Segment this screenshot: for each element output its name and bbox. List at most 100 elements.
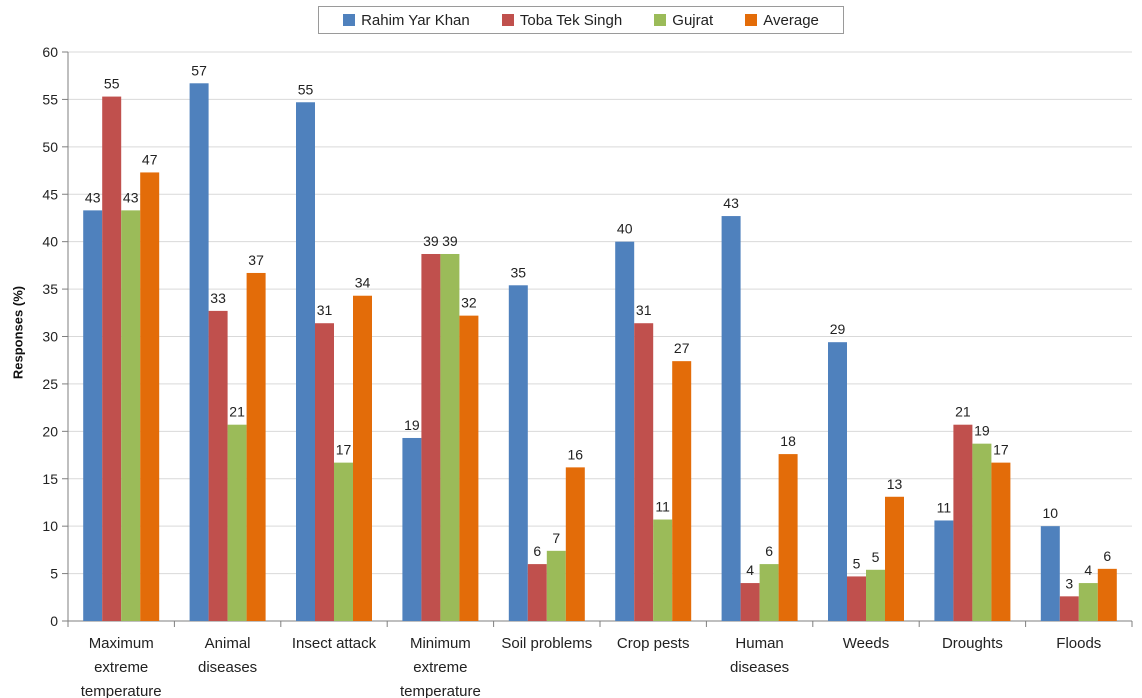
bar — [991, 462, 1011, 621]
data-label: 10 — [1043, 505, 1059, 521]
bar — [140, 172, 160, 621]
data-label: 21 — [229, 404, 245, 420]
bar — [315, 323, 334, 621]
y-tick-label: 50 — [42, 139, 58, 155]
y-tick-label: 45 — [42, 186, 58, 202]
y-tick-label: 35 — [42, 281, 58, 297]
legend-item-toba-tek-singh: Toba Tek Singh — [501, 11, 623, 29]
legend-label-toba-tek-singh: Toba Tek Singh — [519, 11, 623, 29]
data-label: 4 — [746, 562, 754, 578]
data-label: 11 — [937, 499, 952, 515]
x-category-label: Floods — [1056, 635, 1101, 652]
bar — [402, 437, 422, 621]
bar — [672, 361, 692, 621]
bar — [778, 454, 798, 621]
bar — [1097, 568, 1117, 621]
data-label: 7 — [552, 530, 560, 546]
data-label: 17 — [993, 442, 1009, 458]
bar — [102, 96, 122, 622]
bar — [885, 496, 904, 621]
data-label: 39 — [423, 233, 439, 249]
data-label: 3 — [1065, 575, 1073, 591]
data-label: 13 — [887, 476, 903, 492]
y-tick-label: 10 — [42, 518, 58, 534]
bar — [615, 241, 635, 621]
data-label: 37 — [248, 252, 264, 268]
y-tick-label: 40 — [42, 234, 58, 250]
legend-swatch-gujrat — [654, 14, 667, 26]
chart-legend: Rahim Yar Khan Toba Tek Singh Gujrat Ave… — [318, 6, 844, 34]
data-label: 19 — [974, 423, 990, 439]
data-label: 31 — [317, 302, 333, 318]
bar — [508, 285, 528, 621]
legend-label-gujrat: Gujrat — [672, 11, 714, 29]
legend-item-gujrat: Gujrat — [654, 12, 713, 29]
bar — [1040, 526, 1060, 621]
legend-label-rahim-yar-khan: Rahim Yar Khan — [361, 11, 470, 29]
data-label: 16 — [568, 446, 584, 462]
data-label: 17 — [336, 442, 352, 458]
data-label: 43 — [123, 189, 139, 205]
bar — [828, 342, 847, 621]
data-label: 11 — [655, 499, 670, 515]
data-label: 33 — [210, 290, 226, 306]
data-label: 55 — [298, 81, 314, 97]
data-label: 55 — [104, 76, 120, 92]
bar — [459, 315, 479, 621]
bar — [296, 102, 315, 622]
y-tick-label: 20 — [42, 423, 58, 439]
bar — [934, 520, 954, 621]
data-label: 32 — [461, 295, 477, 311]
x-category-label: Minimum extreme temperature — [400, 635, 481, 698]
legend-item-rahim-yar-khan: Rahim Yar Khan — [343, 12, 470, 29]
data-label: 31 — [636, 302, 652, 318]
bar — [83, 210, 103, 621]
x-category-label: Soil problems — [501, 635, 592, 652]
y-tick-label: 60 — [42, 44, 58, 60]
data-label: 43 — [85, 189, 101, 205]
x-category-label: Droughts — [942, 635, 1003, 652]
bar — [721, 216, 741, 622]
legend-swatch-average — [745, 14, 758, 26]
y-tick-label: 0 — [50, 613, 58, 629]
data-label: 39 — [442, 233, 458, 249]
data-label: 35 — [511, 264, 527, 280]
y-axis-label: Responses (%) — [10, 285, 26, 380]
bar — [866, 569, 885, 621]
data-label: 6 — [765, 543, 773, 559]
bar — [353, 295, 372, 621]
data-label: 5 — [853, 555, 861, 571]
bar — [565, 467, 585, 621]
bar — [759, 564, 779, 621]
y-tick-label: 5 — [50, 566, 58, 582]
bar — [953, 424, 973, 621]
x-category-label: Animal diseases — [198, 635, 257, 676]
bar — [634, 323, 654, 621]
legend-swatch-rahim-yar-khan — [343, 14, 356, 26]
bar — [653, 519, 673, 621]
bar — [227, 424, 247, 621]
y-tick-label: 30 — [42, 329, 58, 345]
y-tick-label: 15 — [42, 471, 58, 487]
bar — [546, 550, 566, 621]
bar — [246, 272, 266, 621]
data-label: 29 — [830, 321, 846, 337]
x-category-label: Weeds — [843, 635, 889, 652]
bar — [1059, 596, 1079, 621]
bar — [334, 462, 353, 621]
bar — [421, 253, 441, 621]
bar — [208, 310, 228, 621]
x-category-label: Insect attack — [292, 635, 377, 652]
data-label: 18 — [780, 433, 796, 449]
y-tick-label: 55 — [42, 91, 58, 107]
y-tick-label: 25 — [42, 376, 58, 392]
bar — [121, 210, 141, 621]
data-label: 6 — [533, 543, 541, 559]
bar — [440, 253, 460, 621]
data-label: 19 — [404, 417, 420, 433]
legend-label-average: Average — [763, 11, 819, 29]
bar — [847, 576, 866, 621]
legend-swatch-toba-tek-singh — [501, 14, 514, 26]
bar — [527, 564, 547, 621]
